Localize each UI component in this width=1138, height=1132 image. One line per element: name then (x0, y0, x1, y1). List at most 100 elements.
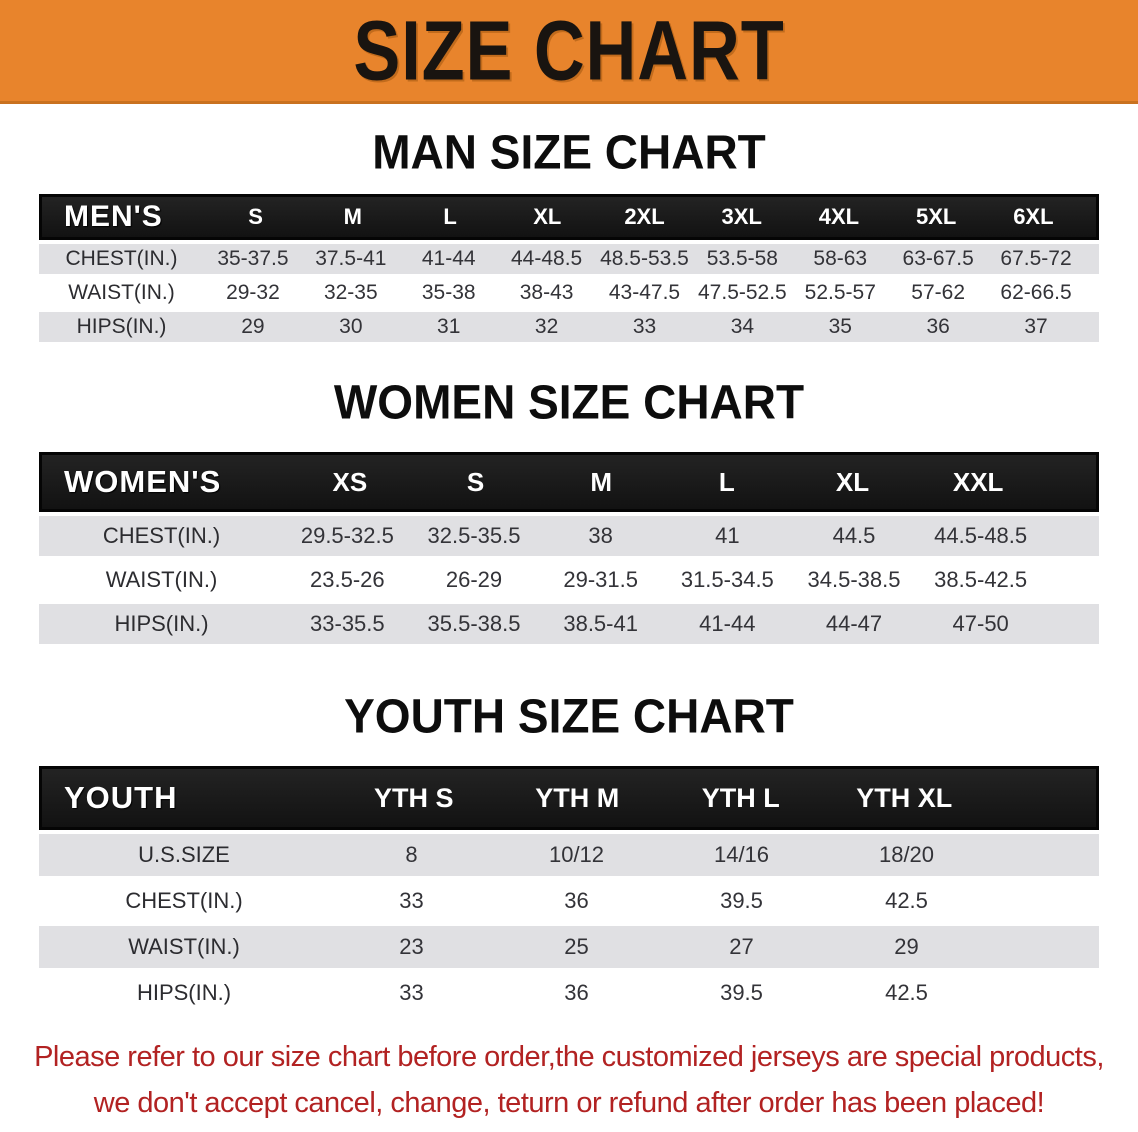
measurement-cell: 44-47 (825, 611, 883, 636)
measurement-cell: 41-44 (699, 611, 756, 636)
table-row: CHEST(IN.) 33 36 39.5 42.5 (39, 880, 1099, 922)
size-column-header: YTH S (373, 782, 454, 813)
size-chart-banner: SIZE CHART (0, 0, 1138, 104)
measurement-cell: 14/16 (713, 842, 770, 867)
measurement-row-label: WAIST(IN.) (68, 281, 175, 304)
measurement-cell: 36 (564, 888, 589, 913)
measurement-cell: 35 (828, 315, 852, 338)
size-column-header: XL (835, 466, 870, 497)
table-header-row: WOMEN'S XS S M L XL XXL (39, 452, 1099, 512)
measurement-row-label: U.S.SIZE (138, 842, 230, 867)
table-row: WAIST(IN.) 23 25 27 29 (39, 926, 1099, 968)
measurement-cell: 37 (1024, 315, 1048, 338)
measurement-cell: 57-62 (911, 281, 966, 304)
measurement-cell: 34.5-38.5 (807, 567, 901, 592)
measurement-cell: 44.5-48.5 (934, 523, 1028, 548)
table-header-row: MEN'S S M L XL 2XL 3XL 4XL 5XL 6XL (39, 194, 1099, 240)
measurement-cell: 33 (399, 980, 424, 1005)
measurement-cell: 30 (339, 315, 363, 338)
order-disclaimer: Please refer to our size chart before or… (0, 1034, 1138, 1126)
size-column-header: XXL (952, 466, 1004, 497)
measurement-cell: 41 (715, 523, 740, 548)
measurement-cell: 39.5 (720, 888, 763, 913)
size-column-header: S (466, 466, 485, 497)
measurement-cell: 44-48.5 (510, 247, 583, 270)
men-section-heading: MAN SIZE CHART (372, 124, 766, 180)
measurement-row-label: WAIST(IN.) (105, 567, 218, 592)
measurement-cell: 35-37.5 (217, 247, 289, 270)
youth-size-table: YOUTH YTH S YTH M YTH L YTH XL U.S.SIZE 8 10/12… (39, 766, 1099, 1014)
measurement-cell: 29 (241, 315, 265, 338)
measurement-row-label: CHEST(IN.) (125, 888, 243, 913)
measurement-cell: 18/20 (878, 842, 935, 867)
measurement-cell: 23.5-26 (310, 567, 385, 592)
table-row: HIPS(IN.) 29 30 31 32 33 34 35 36 37 (39, 312, 1099, 342)
measurement-cell: 33-35.5 (310, 611, 385, 636)
measurement-cell: 34 (730, 315, 755, 338)
table-row: HIPS(IN.) 33 36 39.5 42.5 (39, 972, 1099, 1014)
measurement-row-label: HIPS(IN.) (114, 611, 209, 636)
measurement-cell: 36 (564, 980, 589, 1005)
measurement-cell: 25 (564, 934, 589, 959)
measurement-cell: 10/12 (548, 842, 605, 867)
measurement-cell: 36 (926, 315, 950, 338)
measurement-cell: 32.5-35.5 (427, 523, 521, 548)
measurement-cell: 27 (729, 934, 754, 959)
table-row: WAIST(IN.) 23.5-26 26-29 29-31.5 31.5-34.5 34… (39, 560, 1099, 600)
measurement-cell: 42.5 (885, 888, 928, 913)
disclaimer-line-1: Please refer to our size chart before or… (34, 1041, 1104, 1073)
size-column-header: L (443, 204, 457, 229)
measurement-cell: 38.5-42.5 (934, 567, 1028, 592)
measurement-cell: 26-29 (445, 567, 503, 592)
size-column-header: 6XL (1013, 204, 1054, 229)
measurement-cell: 43-47.5 (608, 281, 681, 304)
table-row: CHEST(IN.) 29.5-32.5 32.5-35.5 38 41 44.5 44.5… (39, 516, 1099, 556)
measurement-cell: 44.5 (832, 523, 876, 548)
youth-section-heading: YOUTH SIZE CHART (344, 688, 794, 744)
measurement-cell: 29 (894, 934, 919, 959)
measurement-cell: 33 (632, 315, 657, 338)
size-column-header: YTH L (701, 782, 780, 813)
table-row: HIPS(IN.) 33-35.5 35.5-38.5 38.5-41 41-44 44-… (39, 604, 1099, 644)
measurement-row-label: HIPS(IN.) (76, 315, 167, 338)
measurement-cell: 29-31.5 (563, 567, 638, 592)
size-column-header: 2XL (624, 204, 665, 229)
measurement-row-label: CHEST(IN.) (102, 523, 221, 548)
women-section-heading: WOMEN SIZE CHART (333, 374, 805, 430)
measurement-cell: 47.5-52.5 (698, 281, 787, 304)
measurement-cell: 8 (405, 842, 418, 867)
measurement-row-label: WAIST(IN.) (128, 934, 240, 959)
size-column-header: M (590, 466, 612, 497)
measurement-row-label: HIPS(IN.) (136, 980, 232, 1005)
measurement-cell: 63-67.5 (902, 247, 974, 270)
measurement-row-label: CHEST(IN.) (65, 247, 178, 270)
size-column-header: 5XL (915, 204, 957, 229)
measurement-cell: 35-38 (421, 281, 476, 304)
measurement-cell: 23 (399, 934, 424, 959)
measurement-cell: 37.5-41 (315, 247, 387, 270)
size-column-header: L (718, 466, 735, 497)
measurement-cell: 32-35 (323, 281, 378, 304)
measurement-cell: 48.5-53.5 (600, 247, 689, 270)
measurement-cell: 47-50 (952, 611, 1009, 636)
size-column-header: YTH M (535, 782, 620, 813)
size-column-header: S (248, 204, 263, 229)
men-size-table: MEN'S S M L XL 2XL 3XL 4XL 5XL 6XL CHEST(IN.) 35-37… (39, 194, 1099, 342)
measurement-cell: 38-43 (519, 281, 574, 304)
measurement-cell: 31.5-34.5 (680, 567, 774, 592)
size-column-header: M (343, 204, 362, 229)
size-column-header: XL (533, 204, 562, 229)
measurement-cell: 29-32 (226, 281, 280, 304)
size-column-header: 4XL (818, 204, 860, 229)
measurement-cell: 31 (437, 315, 461, 338)
measurement-cell: 52.5-57 (804, 281, 876, 304)
size-column-header: 3XL (721, 204, 762, 229)
table-row: U.S.SIZE 8 10/12 14/16 18/20 (39, 834, 1099, 876)
table-title-label: MEN'S (64, 200, 163, 233)
table-title-label: WOMEN'S (64, 464, 222, 499)
measurement-cell: 39.5 (720, 980, 763, 1005)
measurement-cell: 62-66.5 (1000, 281, 1072, 304)
table-row: CHEST(IN.) 35-37.5 37.5-41 41-44 44-48.5 48.5… (39, 244, 1099, 274)
table-row: WAIST(IN.) 29-32 32-35 35-38 38-43 43-47.5 47.… (39, 278, 1099, 308)
measurement-cell: 58-63 (813, 247, 868, 270)
